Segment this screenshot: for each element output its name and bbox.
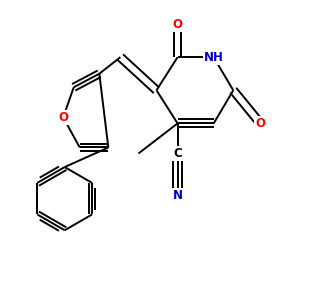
Text: O: O xyxy=(172,17,182,31)
Text: O: O xyxy=(255,117,265,130)
Text: N: N xyxy=(172,189,182,202)
Text: NH: NH xyxy=(204,51,223,64)
Text: O: O xyxy=(58,111,68,124)
Text: C: C xyxy=(173,147,182,160)
